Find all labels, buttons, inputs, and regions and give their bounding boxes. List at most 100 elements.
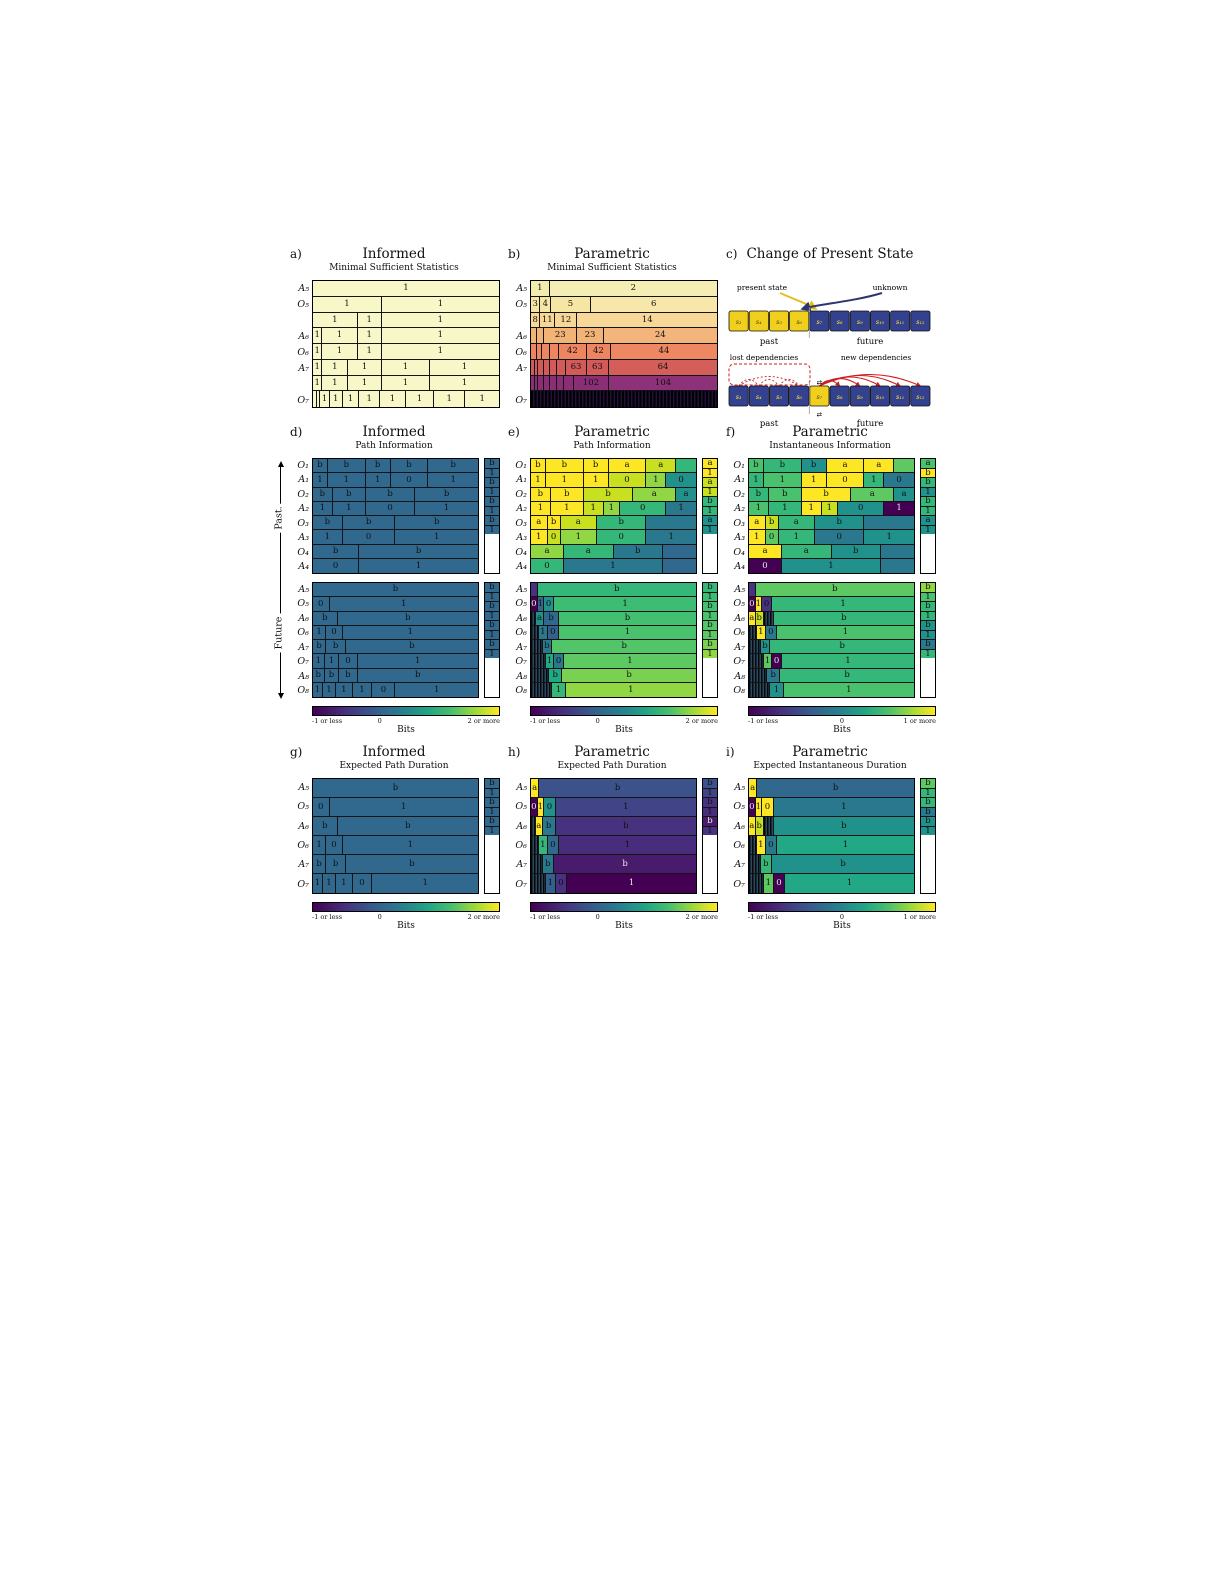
heatmap-cell: b bbox=[542, 817, 556, 836]
heatmap-cell: 0 bbox=[544, 798, 556, 817]
side-cell: 1 bbox=[921, 506, 935, 516]
side-cell: 1 bbox=[485, 788, 499, 798]
side-cell: b bbox=[921, 478, 935, 488]
state-cell bbox=[869, 310, 890, 332]
heatmap-cell bbox=[538, 375, 545, 392]
heatmap-cell: 1 bbox=[539, 625, 548, 640]
heatmap-cell bbox=[881, 558, 914, 573]
exchange-icon: ⇄ bbox=[817, 411, 823, 419]
panel-b-tag: b) bbox=[508, 247, 521, 261]
heatmap-cell: 1 bbox=[531, 530, 548, 545]
heatmap-cell: 1 bbox=[327, 473, 366, 488]
state-cell-label: s₁₀ bbox=[876, 394, 885, 401]
panel-b-grid: A₅ O₅ A₆ O₆ A₇ O₇ 1 2 3 4 5 6 8 11 12 14 23 23 24 42 42 44 63 6… bbox=[506, 280, 718, 408]
row-label: A₃ bbox=[298, 532, 309, 544]
side-cell: 1 bbox=[921, 525, 935, 534]
heatmap-cell bbox=[534, 359, 539, 376]
heatmap-cell: b bbox=[780, 668, 914, 683]
heatmap-cell: 1 bbox=[433, 391, 466, 407]
side-cell: b bbox=[485, 583, 499, 593]
side-cell: 1 bbox=[921, 630, 935, 640]
panel-e-subtitle: Path Information bbox=[573, 441, 651, 451]
heatmap-cell: 1 bbox=[559, 836, 696, 855]
heatmap-cell: 0 bbox=[749, 798, 756, 817]
side-cell: 1 bbox=[485, 807, 499, 817]
heatmap-cell: a bbox=[633, 487, 677, 502]
heatmap-cell: 6 bbox=[590, 296, 717, 313]
panel-g-header: g) Informed Expected Path Duration bbox=[288, 744, 500, 774]
panel-i-subtitle: Expected Instantaneous Duration bbox=[753, 761, 907, 771]
heatmap-cell: 0 bbox=[531, 798, 538, 817]
heatmap-cell: 1 bbox=[801, 501, 822, 516]
heatmap-cell: 1 bbox=[554, 597, 696, 612]
heatmap-cell: 1 bbox=[313, 281, 499, 297]
side-cell: b bbox=[485, 497, 499, 507]
heatmap-cell: 0 bbox=[531, 558, 564, 573]
heatmap-cell: 1 bbox=[785, 874, 914, 893]
row-label: A₆ bbox=[734, 612, 745, 624]
row-label: A₅ bbox=[298, 782, 309, 794]
panel-a-header: a) Informed Minimal Sufficient Statistic… bbox=[288, 246, 500, 276]
state-cell bbox=[890, 385, 911, 407]
heatmap-cell: a bbox=[749, 779, 758, 798]
heatmap-cell: 0 bbox=[772, 654, 782, 669]
colorbar-axis-label: Bits bbox=[397, 921, 415, 931]
colorbar-tick-label: -1 or less bbox=[312, 913, 343, 921]
heatmap-cell: b bbox=[814, 516, 865, 531]
colorbar-tick-label: 0 bbox=[595, 913, 600, 921]
panel-a-grid: A₅ O₅ A₆ O₆ A₇ O₇ 1 1 1 1 1 1 1 1 1 1 1 1 1 1 1 1 1 1 1 1 1 1 1 1 1 1 1 1… bbox=[288, 280, 500, 408]
heatmap-cell bbox=[544, 359, 550, 376]
heatmap-cell: b bbox=[428, 459, 478, 474]
heatmap-cell: 1 bbox=[821, 501, 839, 516]
row-label bbox=[506, 312, 530, 328]
colorbar-gradient bbox=[748, 902, 936, 912]
side-cell: 1 bbox=[703, 826, 717, 835]
heatmap-cell bbox=[663, 558, 696, 573]
heatmap-cell: a bbox=[676, 487, 696, 502]
heatmap-cell bbox=[542, 344, 550, 360]
side-cell: b bbox=[703, 621, 717, 631]
side-cell: 1 bbox=[485, 487, 499, 497]
heatmap-cell: 1 bbox=[313, 359, 323, 376]
panel-a-subtitle: Minimal Sufficient Statistics bbox=[329, 263, 459, 273]
heatmap-cell: 1 bbox=[563, 654, 696, 669]
row-label: O₇ bbox=[297, 394, 309, 406]
past-zone-label: past bbox=[760, 337, 779, 347]
row-label: A₂ bbox=[734, 503, 745, 515]
heatmap-cell: 1 bbox=[777, 836, 914, 855]
heatmap-cell: 1 bbox=[430, 375, 499, 392]
heatmap-cell bbox=[646, 516, 696, 531]
side-cell: b bbox=[703, 583, 717, 593]
heatmap-cell: 1 bbox=[763, 874, 774, 893]
heatmap-cell: 1 bbox=[313, 682, 323, 697]
heatmap-cell: 1 bbox=[342, 391, 360, 407]
panel-a: a) Informed Minimal Sufficient Statistic… bbox=[288, 246, 500, 408]
row-label: O₅ bbox=[515, 801, 527, 813]
panel-i: i) Parametric Expected Instantaneous Dur… bbox=[724, 744, 936, 931]
panel-d-title: Informed bbox=[362, 424, 426, 440]
panel-h-header: h) Parametric Expected Path Duration bbox=[506, 744, 718, 774]
heatmap-cell bbox=[531, 583, 538, 598]
heatmap-cell bbox=[763, 611, 774, 626]
heatmap-cell: 1 bbox=[313, 836, 327, 855]
colorbar-gradient bbox=[312, 706, 500, 716]
heatmap-cell: 1 bbox=[545, 473, 584, 488]
heatmap-cell bbox=[894, 459, 914, 474]
past-zone-label: past bbox=[760, 419, 779, 429]
state-cell-label: s₉ bbox=[857, 394, 863, 401]
heatmap-cell bbox=[531, 611, 536, 626]
row-label bbox=[288, 312, 312, 328]
side-cell: b bbox=[703, 798, 717, 808]
heatmap-cell: 11 bbox=[540, 312, 556, 329]
row-label: O₄ bbox=[297, 546, 309, 558]
side-cell: 1 bbox=[921, 649, 935, 658]
heatmap-cell: b bbox=[596, 516, 647, 531]
heatmap-cell bbox=[549, 375, 558, 392]
state-cell-label: s₆ bbox=[796, 319, 802, 326]
heatmap-cell: 1 bbox=[646, 473, 667, 488]
side-cell: 1 bbox=[921, 487, 935, 497]
heatmap-cell: b bbox=[562, 668, 696, 683]
state-cell-label: s₁₂ bbox=[916, 319, 925, 326]
heatmap-cell: 1 bbox=[357, 654, 478, 669]
heatmap-cell: 0 bbox=[838, 501, 885, 516]
